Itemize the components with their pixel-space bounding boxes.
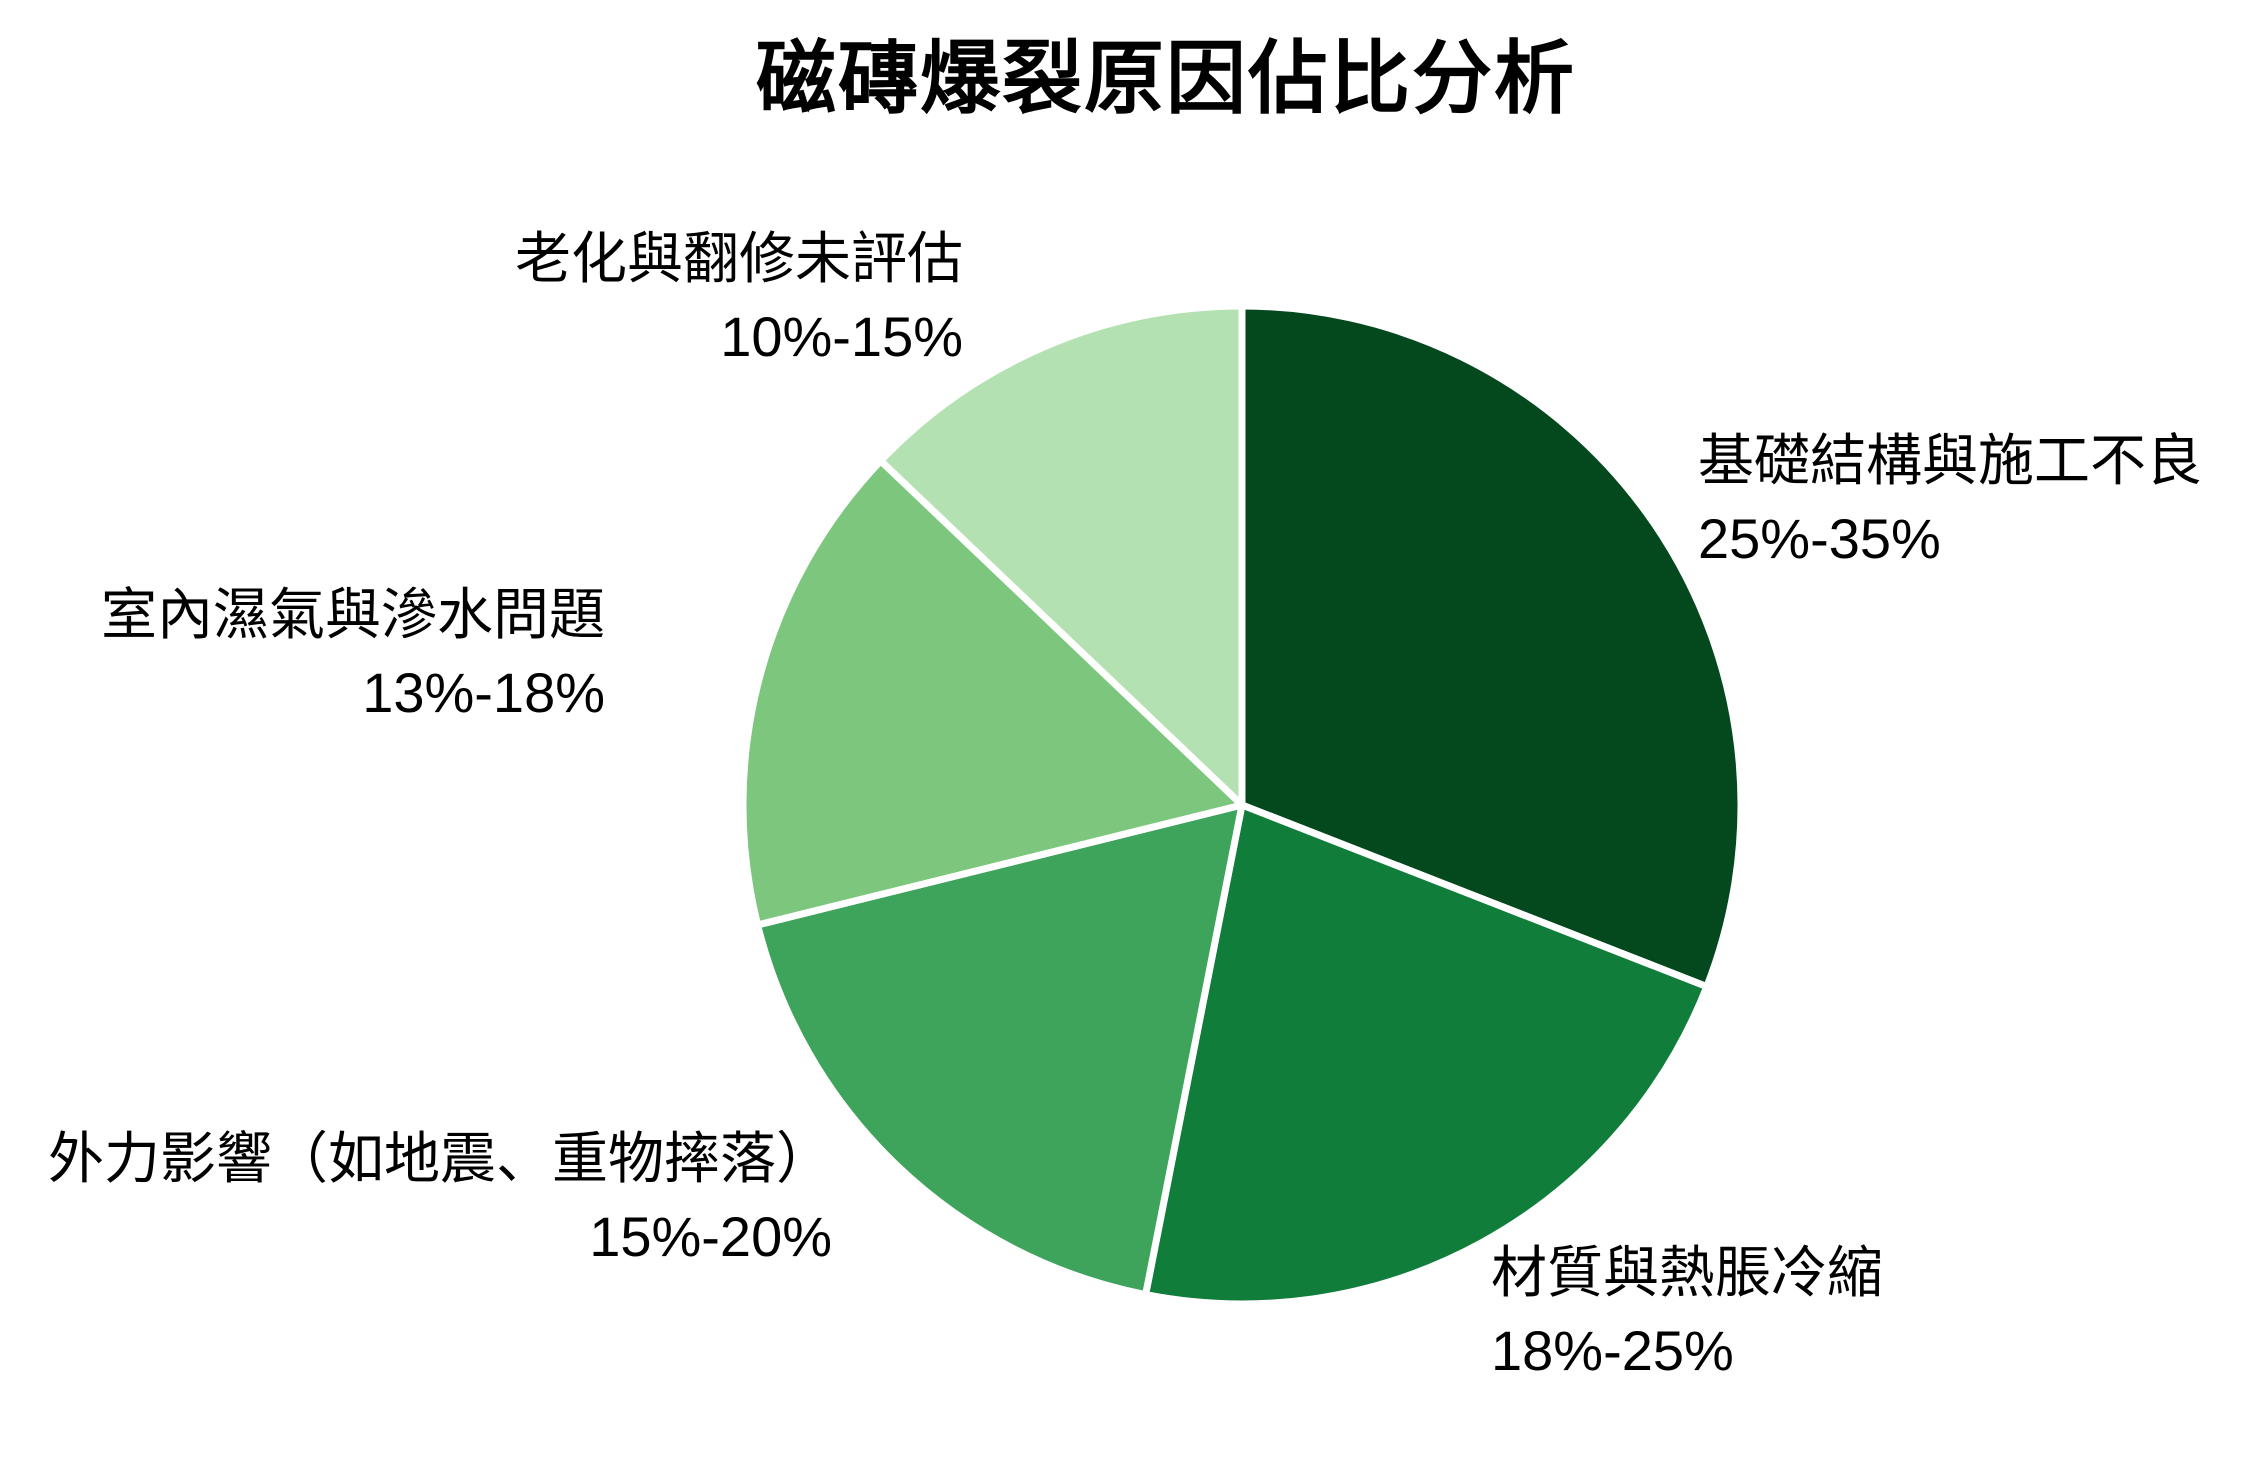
slice-label-material-name: 材質與熱脹冷縮	[1491, 1241, 1883, 1304]
pie-slice-4	[877, 302, 1246, 809]
pie-slice-3	[739, 457, 1246, 929]
slice-label-external-force-name: 外力影響（如地震、重物摔落）	[48, 1127, 832, 1190]
slice-label-foundation-name: 基礎結構與施工不良	[1698, 429, 2202, 492]
slice-label-moisture-range: 13%-18%	[362, 661, 605, 724]
slice-label-aging-name: 老化與翻修未評估	[515, 227, 963, 290]
slice-label-material-range: 18%-25%	[1491, 1319, 1734, 1382]
slice-label-external-force: 外力影響（如地震、重物摔落） 15%-20%	[48, 1120, 832, 1276]
slice-label-external-force-range: 15%-20%	[589, 1205, 832, 1268]
slice-label-material: 材質與熱脹冷縮 18%-25%	[1491, 1234, 1883, 1390]
pie-slice-1	[1142, 801, 1711, 1308]
slice-label-moisture: 室內濕氣與滲水問題 13%-18%	[101, 576, 605, 732]
pie-slice-0	[1238, 302, 1745, 991]
slice-label-aging: 老化與翻修未評估 10%-15%	[515, 220, 963, 376]
slice-label-aging-range: 10%-15%	[720, 305, 963, 368]
slice-label-foundation: 基礎結構與施工不良 25%-35%	[1698, 422, 2202, 578]
slice-label-foundation-range: 25%-35%	[1698, 507, 1941, 570]
chart-title: 磁磚爆裂原因佔比分析	[756, 34, 1576, 123]
slice-label-moisture-name: 室內濕氣與滲水問題	[101, 583, 605, 646]
pie-slice-2	[754, 801, 1246, 1299]
